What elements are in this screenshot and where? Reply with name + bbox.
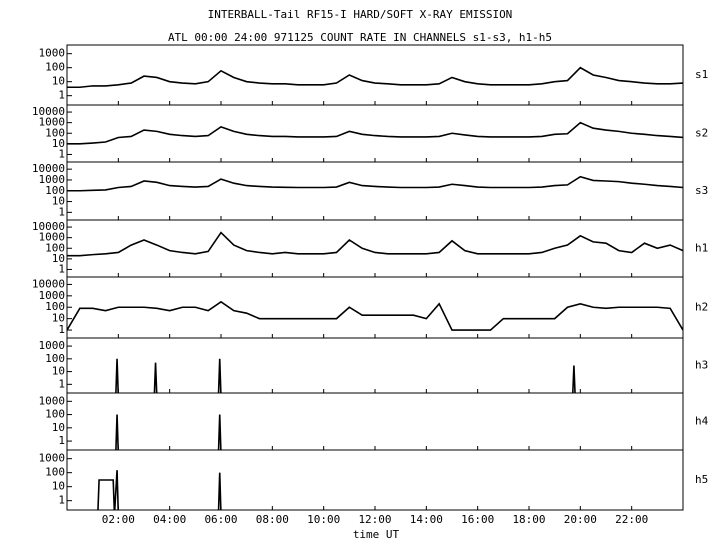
series-label: s3 (695, 184, 708, 197)
y-tick-label: 1000 (39, 47, 66, 60)
series-line (67, 175, 683, 192)
y-tick-label: 10000 (32, 162, 65, 175)
series-line (67, 231, 683, 257)
y-tick-label: 10 (52, 75, 65, 88)
y-tick-label: 1000 (39, 231, 66, 244)
y-tick-label: 10 (52, 365, 65, 378)
y-tick-label: 1 (58, 147, 65, 160)
x-axis-label: time UT (353, 528, 400, 541)
y-tick-label: 10 (52, 480, 65, 493)
y-tick-label: 10 (52, 421, 65, 434)
chart-title: INTERBALL-Tail RF15-I HARD/SOFT X-RAY EM… (208, 8, 513, 21)
series-label: s2 (695, 127, 708, 140)
y-tick-label: 1000 (39, 452, 66, 465)
series-line (67, 66, 683, 89)
y-tick-label: 1 (58, 205, 65, 218)
y-tick-label: 1 (58, 434, 65, 447)
y-tick-label: 10 (52, 252, 65, 265)
series-label: h5 (695, 473, 708, 486)
y-tick-label: 10 (52, 312, 65, 325)
y-tick-label: 100 (45, 126, 65, 139)
series-line (115, 358, 576, 393)
y-tick-label: 1 (58, 262, 65, 275)
y-tick-label: 1 (58, 494, 65, 507)
x-tick-label: 12:00 (358, 513, 391, 526)
series-label: h3 (695, 359, 708, 372)
y-tick-label: 1 (58, 323, 65, 336)
x-tick-label: 04:00 (153, 513, 186, 526)
y-tick-label: 100 (45, 352, 65, 365)
x-tick-label: 06:00 (204, 513, 237, 526)
y-tick-label: 1000 (39, 289, 66, 302)
x-tick-label: 18:00 (512, 513, 545, 526)
series-label: h4 (695, 415, 709, 428)
x-tick-label: 20:00 (564, 513, 597, 526)
y-tick-label: 10000 (32, 277, 65, 290)
y-tick-label: 1 (58, 377, 65, 390)
series-label: h2 (695, 301, 708, 314)
x-tick-label: 10:00 (307, 513, 340, 526)
y-tick-label: 1000 (39, 173, 66, 186)
y-tick-label: 100 (45, 241, 65, 254)
series-line (67, 300, 683, 331)
y-tick-label: 10000 (32, 105, 65, 118)
series-label: h1 (695, 242, 708, 255)
y-tick-label: 100 (45, 184, 65, 197)
x-tick-label: 02:00 (102, 513, 135, 526)
y-tick-label: 100 (45, 466, 65, 479)
series-label: s1 (695, 68, 708, 81)
x-tick-label: 14:00 (410, 513, 443, 526)
y-tick-label: 100 (45, 61, 65, 74)
y-tick-label: 1000 (39, 116, 66, 129)
y-tick-label: 100 (45, 408, 65, 421)
y-tick-label: 1000 (39, 394, 66, 407)
y-tick-label: 10 (52, 137, 65, 150)
y-tick-label: 100 (45, 300, 65, 313)
y-tick-label: 10000 (32, 220, 65, 233)
x-tick-label: 08:00 (256, 513, 289, 526)
series-line (97, 470, 222, 510)
y-tick-label: 1 (58, 89, 65, 102)
y-tick-label: 1000 (39, 339, 66, 352)
chart-subtitle: ATL 00:00 24:00 971125 COUNT RATE IN CHA… (168, 31, 552, 44)
series-line (67, 121, 683, 145)
x-tick-label: 16:00 (461, 513, 494, 526)
y-tick-label: 10 (52, 195, 65, 208)
series-line (115, 414, 222, 450)
x-tick-label: 22:00 (615, 513, 648, 526)
